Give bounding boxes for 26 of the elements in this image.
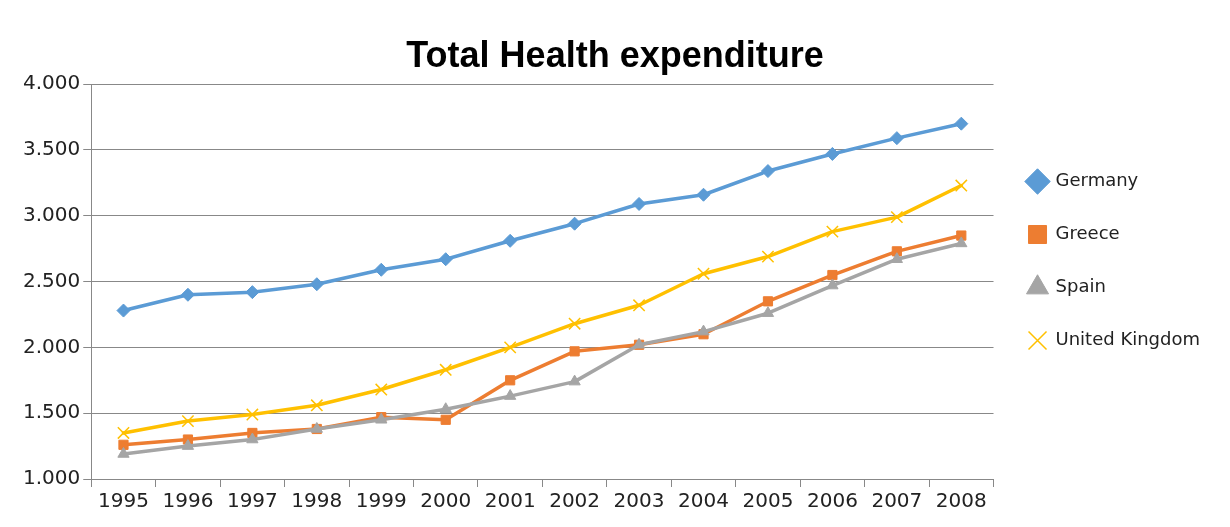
legend-label: Greece [1055,222,1120,244]
x-tick-label: 2004 [678,488,729,513]
legend-label: United Kingdom [1055,328,1201,350]
x-tick-label: 1995 [98,488,149,513]
legend-label: Germany [1055,169,1139,191]
x-tick-label: 1997 [226,488,278,513]
x-tick-label: 2000 [420,488,472,513]
y-tick-label: 3.500 [22,136,81,161]
y-tick-label: 1.500 [22,399,81,424]
x-tick-label: 2007 [871,488,923,513]
x-tick-label: 2002 [549,488,601,513]
x-tick-label: 2008 [935,488,987,513]
y-tick-label: 4.000 [22,70,81,95]
x-tick-label: 2003 [613,488,665,513]
x-tick-label: 2005 [742,488,794,513]
y-tick-label: 2.500 [22,267,81,292]
x-tick-label: 1996 [162,488,214,513]
x-tick-label: 1998 [291,488,343,513]
y-tick-label: 3.000 [22,202,81,226]
chart-title: Total Health expenditure [406,33,824,75]
y-tick-label: 1.000 [22,465,81,490]
x-tick-label: 2006 [806,488,858,513]
x-tick-label: 2001 [484,488,536,513]
y-tick-label: 2.000 [22,333,81,358]
x-tick-label: 1999 [355,488,407,513]
legend-label: Spain [1055,275,1106,297]
